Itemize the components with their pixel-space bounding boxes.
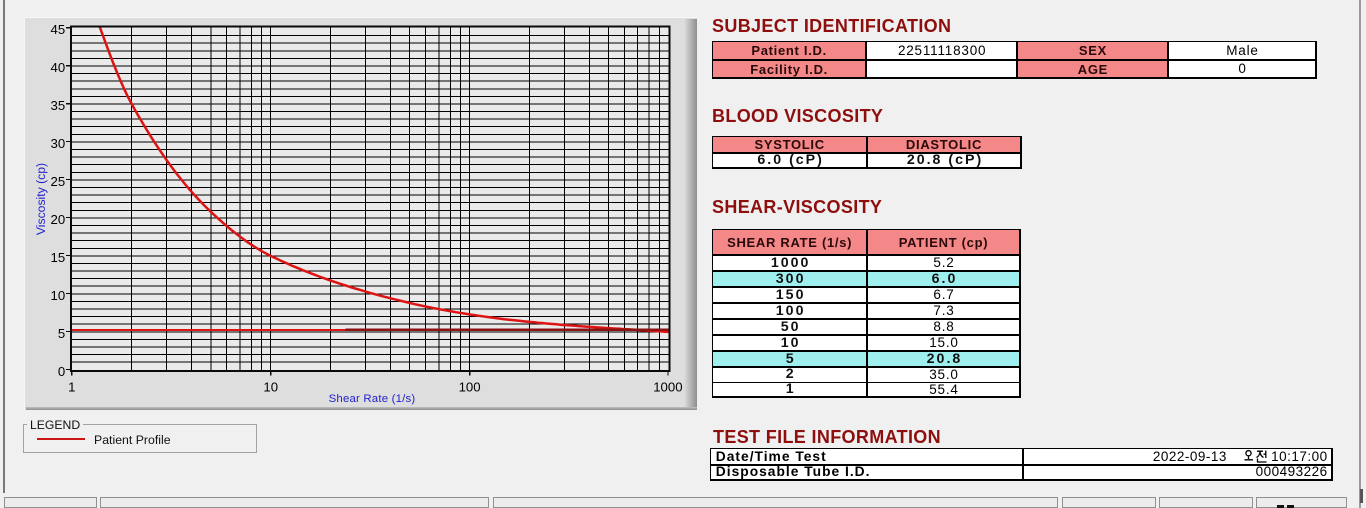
svg-text:15: 15 — [51, 250, 66, 265]
svg-text:10: 10 — [51, 288, 66, 303]
svg-text:0: 0 — [58, 364, 65, 379]
svg-text:Shear Rate (1/s): Shear Rate (1/s) — [329, 393, 416, 405]
svg-text:5: 5 — [58, 326, 65, 341]
svg-text:10: 10 — [263, 379, 278, 394]
svg-text:Viscosity (cp): Viscosity (cp) — [34, 163, 48, 235]
svg-text:30: 30 — [51, 136, 66, 151]
svg-text:35: 35 — [51, 98, 66, 113]
svg-text:100: 100 — [459, 379, 481, 394]
svg-text:40: 40 — [51, 60, 66, 75]
svg-text:1: 1 — [68, 379, 75, 394]
svg-text:45: 45 — [51, 22, 66, 37]
svg-text:1000: 1000 — [653, 379, 682, 394]
svg-text:25: 25 — [51, 174, 66, 189]
svg-text:20: 20 — [51, 212, 66, 227]
